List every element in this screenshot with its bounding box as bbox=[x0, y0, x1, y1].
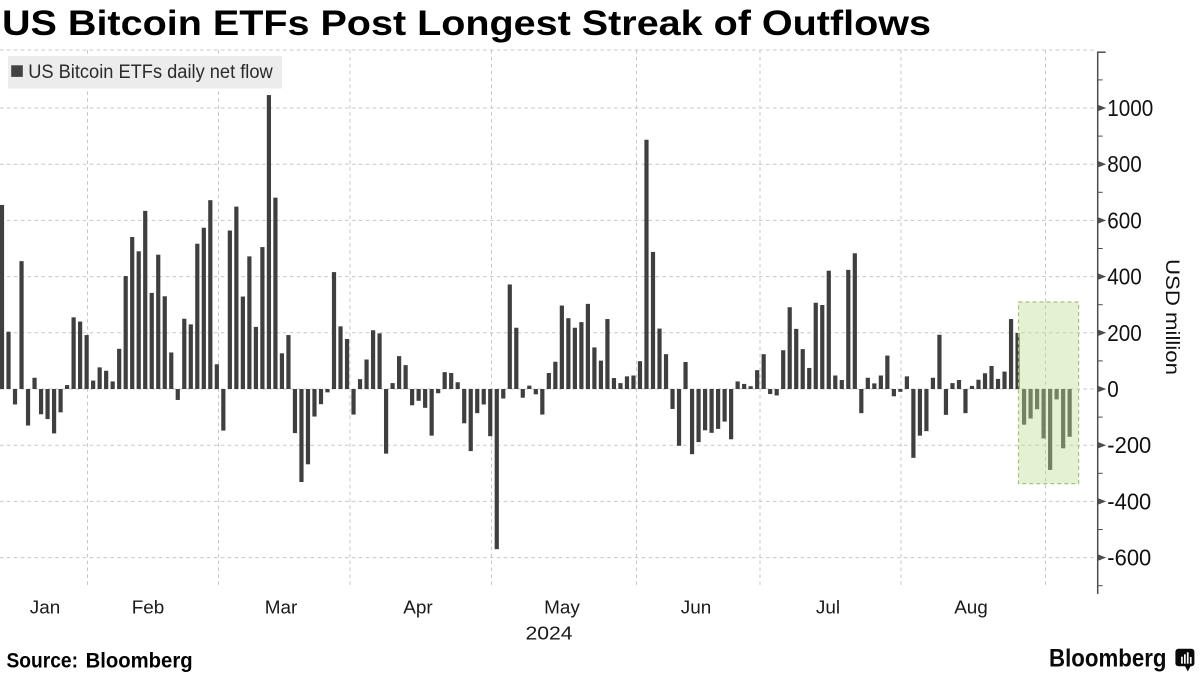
svg-text:-200: -200 bbox=[1107, 432, 1151, 458]
svg-text:Jan: Jan bbox=[30, 597, 60, 618]
svg-text:400: 400 bbox=[1107, 264, 1142, 290]
svg-text:Source:: Source: bbox=[7, 650, 79, 673]
svg-text:800: 800 bbox=[1107, 151, 1142, 177]
svg-text:2024: 2024 bbox=[526, 623, 573, 644]
svg-text:-400: -400 bbox=[1107, 488, 1151, 514]
svg-text:Bloomberg: Bloomberg bbox=[86, 650, 193, 673]
svg-text:Aug: Aug bbox=[954, 597, 988, 618]
svg-text:0: 0 bbox=[1107, 376, 1119, 402]
svg-text:May: May bbox=[544, 597, 580, 618]
svg-text:Apr: Apr bbox=[403, 597, 432, 618]
svg-text:Jul: Jul bbox=[816, 597, 840, 618]
svg-text:USD million: USD million bbox=[1161, 259, 1183, 375]
svg-text:Jun: Jun bbox=[681, 597, 711, 618]
svg-text:US Bitcoin ETFs Post Longest S: US Bitcoin ETFs Post Longest Streak of O… bbox=[2, 4, 931, 43]
svg-text:1000: 1000 bbox=[1107, 95, 1153, 121]
svg-text:Feb: Feb bbox=[132, 597, 165, 618]
svg-text:-600: -600 bbox=[1107, 545, 1151, 571]
svg-text:Mar: Mar bbox=[265, 597, 298, 618]
svg-text:200: 200 bbox=[1107, 320, 1142, 346]
svg-text:Bloomberg: Bloomberg bbox=[1049, 644, 1167, 672]
svg-text:600: 600 bbox=[1107, 207, 1142, 233]
svg-text:US Bitcoin ETFs daily net flow: US Bitcoin ETFs daily net flow bbox=[28, 61, 273, 83]
